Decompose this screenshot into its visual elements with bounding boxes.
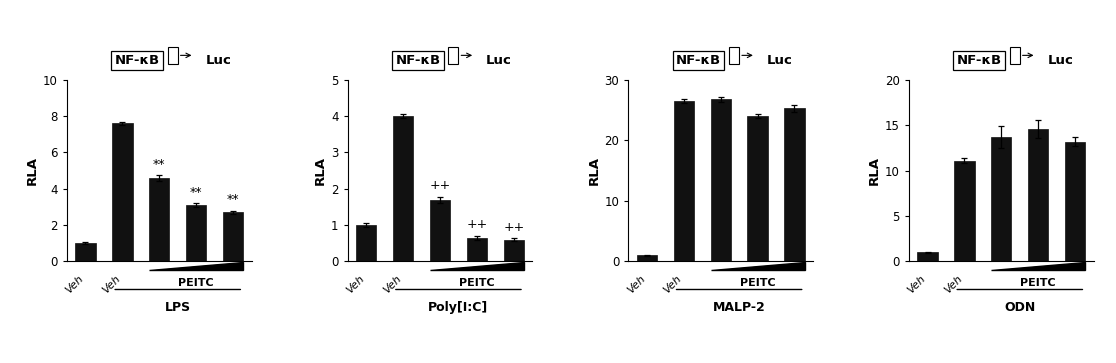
Text: **: ** — [153, 158, 165, 171]
Bar — [76, 243, 96, 261]
FancyBboxPatch shape — [449, 47, 459, 64]
Text: LPS: LPS — [165, 301, 191, 314]
Text: PEITC: PEITC — [459, 278, 494, 288]
Bar — [954, 160, 974, 261]
Text: ++: ++ — [430, 179, 451, 192]
Bar — [637, 255, 657, 261]
Bar — [917, 252, 937, 261]
Text: PEITC: PEITC — [740, 278, 776, 288]
FancyBboxPatch shape — [729, 47, 739, 64]
Text: MALP-2: MALP-2 — [713, 301, 766, 314]
Bar — [223, 212, 243, 261]
Bar — [503, 240, 523, 261]
Y-axis label: RLA: RLA — [587, 156, 600, 185]
Text: NF-κB: NF-κB — [115, 54, 160, 67]
Text: Veh: Veh — [100, 274, 123, 296]
Text: ++: ++ — [503, 221, 525, 234]
FancyBboxPatch shape — [167, 47, 177, 64]
Text: Luc: Luc — [1048, 54, 1074, 67]
Polygon shape — [150, 262, 243, 269]
Bar — [150, 178, 170, 261]
Bar — [991, 137, 1011, 261]
Bar — [785, 108, 805, 261]
Text: PEITC: PEITC — [1020, 278, 1056, 288]
Y-axis label: RLA: RLA — [868, 156, 881, 185]
Bar — [186, 205, 206, 261]
Polygon shape — [711, 262, 805, 269]
Polygon shape — [991, 262, 1085, 269]
Text: Veh: Veh — [345, 274, 366, 296]
Bar — [113, 123, 133, 261]
Text: Veh: Veh — [662, 274, 684, 296]
Y-axis label: RLA: RLA — [26, 156, 39, 185]
Text: Luc: Luc — [205, 54, 231, 67]
Text: ODN: ODN — [1004, 301, 1036, 314]
Bar — [430, 200, 450, 261]
Bar — [466, 238, 487, 261]
Text: Veh: Veh — [906, 274, 927, 296]
Bar — [674, 101, 694, 261]
Bar — [356, 225, 376, 261]
Bar — [748, 116, 768, 261]
Bar — [1065, 142, 1085, 261]
Text: NF-κB: NF-κB — [395, 54, 441, 67]
Text: PEITC: PEITC — [179, 278, 214, 288]
Text: **: ** — [227, 193, 239, 206]
Text: Veh: Veh — [943, 274, 964, 296]
Bar — [711, 99, 731, 261]
Text: ++: ++ — [466, 219, 488, 232]
Y-axis label: RLA: RLA — [314, 156, 327, 185]
Text: **: ** — [190, 186, 202, 199]
Text: Veh: Veh — [625, 274, 647, 296]
Polygon shape — [430, 262, 523, 269]
Bar — [1028, 129, 1048, 261]
Text: Luc: Luc — [767, 54, 792, 67]
FancyBboxPatch shape — [1010, 47, 1020, 64]
Text: NF-κB: NF-κB — [956, 54, 1002, 67]
Text: NF-κB: NF-κB — [676, 54, 721, 67]
Text: Poly[I:C]: Poly[I:C] — [429, 301, 489, 314]
Text: Veh: Veh — [382, 274, 403, 296]
Text: Luc: Luc — [487, 54, 512, 67]
Text: Veh: Veh — [64, 274, 86, 296]
Bar — [393, 116, 413, 261]
